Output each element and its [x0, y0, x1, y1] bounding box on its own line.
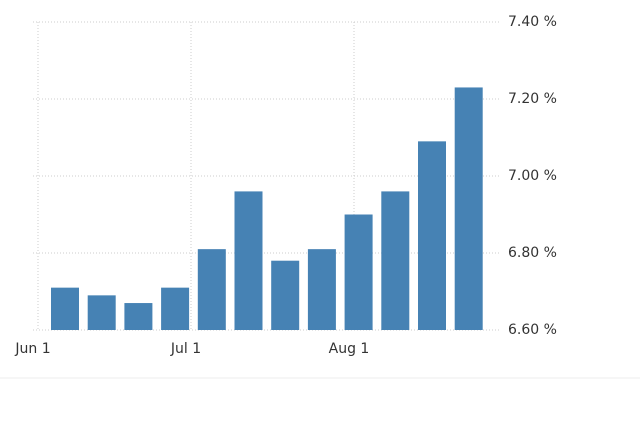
bar	[307, 249, 336, 330]
bar	[344, 214, 373, 330]
bar	[454, 87, 483, 330]
bar	[234, 191, 263, 330]
x-tick-label: Aug 1	[329, 341, 370, 357]
bar	[51, 287, 79, 330]
bar	[381, 191, 410, 330]
x-tick-label: Jul 1	[170, 341, 201, 357]
y-tick-label: 6.60 %	[508, 322, 557, 338]
bar	[87, 295, 116, 330]
y-tick-label: 7.40 %	[508, 14, 557, 30]
y-tick-label: 6.80 %	[508, 245, 557, 261]
bar	[124, 303, 153, 330]
x-tick-label: Jun 1	[14, 341, 50, 357]
bar	[418, 141, 446, 330]
y-tick-label: 7.20 %	[508, 91, 557, 107]
bar	[197, 249, 226, 330]
bar	[271, 260, 300, 330]
bar	[161, 287, 190, 330]
y-tick-label: 7.00 %	[508, 168, 557, 184]
